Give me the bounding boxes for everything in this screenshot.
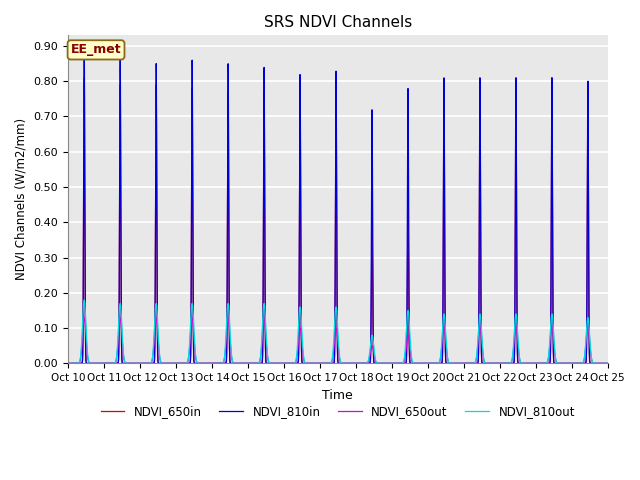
- NDVI_810out: [81, 297, 88, 303]
- NDVI_810out: [489, 360, 497, 366]
- NDVI_810in: [604, 360, 612, 366]
- NDVI_810in: [602, 360, 610, 366]
- NDVI_810out: [412, 360, 420, 366]
- NDVI_650out: [81, 315, 88, 321]
- X-axis label: Time: Time: [323, 389, 353, 402]
- NDVI_650out: [602, 360, 610, 366]
- NDVI_810in: [174, 360, 182, 366]
- NDVI_650out: [412, 360, 420, 366]
- NDVI_810out: [64, 360, 72, 366]
- Y-axis label: NDVI Channels (W/m2/mm): NDVI Channels (W/m2/mm): [15, 118, 28, 280]
- NDVI_650out: [489, 360, 497, 366]
- NDVI_650in: [64, 360, 72, 366]
- NDVI_810out: [604, 360, 612, 366]
- NDVI_810out: [602, 360, 610, 366]
- NDVI_650out: [174, 360, 182, 366]
- Title: SRS NDVI Channels: SRS NDVI Channels: [264, 15, 412, 30]
- NDVI_650out: [180, 360, 188, 366]
- NDVI_650in: [174, 360, 182, 366]
- Text: EE_met: EE_met: [71, 43, 122, 56]
- Line: NDVI_810out: NDVI_810out: [68, 300, 608, 363]
- NDVI_650in: [81, 75, 88, 81]
- NDVI_650in: [602, 360, 610, 366]
- NDVI_810out: [266, 360, 274, 366]
- NDVI_650in: [604, 360, 612, 366]
- NDVI_650out: [64, 360, 72, 366]
- NDVI_650out: [266, 360, 274, 366]
- NDVI_810out: [174, 360, 182, 366]
- NDVI_810out: [180, 360, 188, 366]
- Legend: NDVI_650in, NDVI_810in, NDVI_650out, NDVI_810out: NDVI_650in, NDVI_810in, NDVI_650out, NDV…: [96, 401, 580, 423]
- NDVI_810in: [81, 47, 88, 52]
- NDVI_810in: [180, 360, 188, 366]
- Line: NDVI_650out: NDVI_650out: [68, 318, 608, 363]
- NDVI_810in: [64, 360, 72, 366]
- NDVI_650in: [180, 360, 188, 366]
- NDVI_650in: [489, 360, 497, 366]
- NDVI_650out: [604, 360, 612, 366]
- NDVI_650in: [266, 360, 274, 366]
- NDVI_650in: [412, 360, 420, 366]
- Line: NDVI_650in: NDVI_650in: [68, 78, 608, 363]
- Line: NDVI_810in: NDVI_810in: [68, 49, 608, 363]
- NDVI_810in: [412, 360, 420, 366]
- NDVI_810in: [266, 360, 274, 366]
- NDVI_810in: [489, 360, 497, 366]
